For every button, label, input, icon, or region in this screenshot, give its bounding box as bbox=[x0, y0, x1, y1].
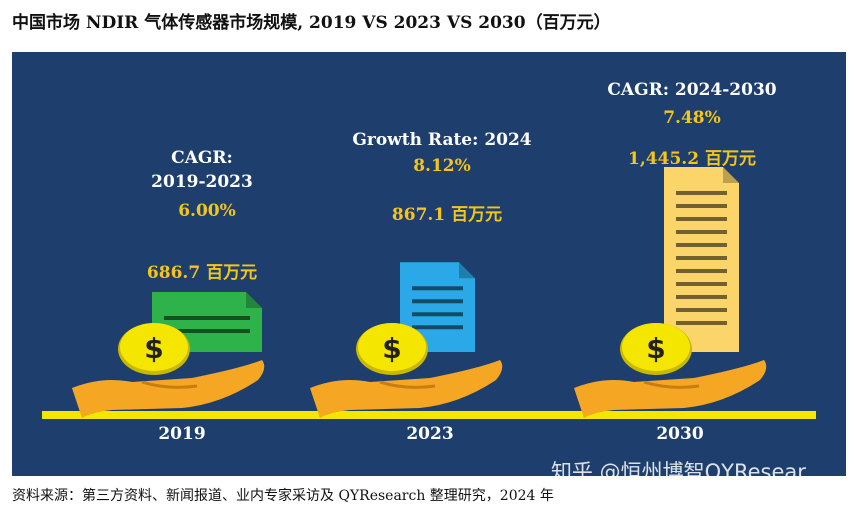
document-line bbox=[164, 316, 250, 320]
document-line bbox=[676, 243, 727, 247]
hand-icon-2030 bbox=[574, 360, 767, 418]
document-line bbox=[676, 321, 727, 325]
document-line bbox=[676, 217, 727, 221]
document-line bbox=[412, 299, 463, 304]
document-fold-2030 bbox=[723, 167, 739, 183]
value-label-2019: 686.7 百万元 bbox=[146, 263, 258, 283]
annotation-2023-label: Growth Rate: 2024 bbox=[352, 130, 532, 150]
value-label-2030: 1,445.2 百万元 bbox=[628, 149, 756, 169]
value-label-2023: 867.1 百万元 bbox=[391, 205, 503, 225]
dollar-sign: $ bbox=[144, 332, 163, 365]
document-line bbox=[164, 329, 250, 333]
dollar-sign: $ bbox=[382, 332, 401, 365]
x-tick-2030: 2030 bbox=[656, 424, 704, 444]
document-line bbox=[676, 191, 727, 195]
hand-finger-line bbox=[379, 380, 436, 389]
hand-icon-2023 bbox=[310, 360, 503, 418]
coin-icon-2030 bbox=[622, 323, 690, 371]
document-line bbox=[676, 308, 727, 312]
document-line bbox=[676, 295, 727, 299]
document-line bbox=[676, 230, 727, 234]
coin-icon-2019 bbox=[120, 323, 188, 371]
annotation-2019-label-1: CAGR: bbox=[171, 148, 233, 168]
document-line bbox=[412, 286, 463, 291]
x-tick-2019: 2019 bbox=[158, 424, 206, 444]
annotation-2030-label: CAGR: 2024-2030 bbox=[607, 80, 777, 100]
document-line bbox=[676, 256, 727, 260]
source-note: 资料来源：第三方资料、新闻报道、业内专家采访及 QYResearch 整理研究，… bbox=[12, 488, 554, 504]
x-tick-2023: 2023 bbox=[406, 424, 454, 444]
hand-finger-line bbox=[643, 380, 700, 389]
watermark: 知乎 @恒州博智QYResear... bbox=[550, 460, 824, 484]
document-line bbox=[412, 325, 463, 330]
document-icon-2023 bbox=[400, 262, 475, 352]
coin-icon-2023 bbox=[358, 323, 426, 371]
dollar-sign: $ bbox=[646, 332, 665, 365]
chart-graphics: $ $ $ bbox=[42, 167, 816, 419]
chart-panel: $ $ $ CAGR: 2019-2023 6.00% 686.7 百万元 Grow… bbox=[12, 52, 846, 484]
document-line bbox=[676, 269, 727, 273]
document-line bbox=[676, 204, 727, 208]
document-line bbox=[676, 282, 727, 286]
hand-icon-2019 bbox=[72, 360, 265, 418]
document-fold-2019 bbox=[246, 292, 262, 308]
hand-finger-line bbox=[141, 380, 198, 389]
baseline bbox=[42, 411, 816, 419]
document-line bbox=[412, 312, 463, 317]
annotation-2023-value: 8.12% bbox=[413, 156, 471, 176]
document-fold-2023 bbox=[459, 262, 475, 279]
page-title: 中国市场 NDIR 气体传感器市场规模, 2019 VS 2023 VS 203… bbox=[12, 13, 611, 33]
annotation-2030-value: 7.48% bbox=[663, 108, 721, 128]
annotation-2019-label-2: 2019-2023 bbox=[151, 172, 253, 192]
annotation-2019-value: 6.00% bbox=[178, 201, 236, 221]
